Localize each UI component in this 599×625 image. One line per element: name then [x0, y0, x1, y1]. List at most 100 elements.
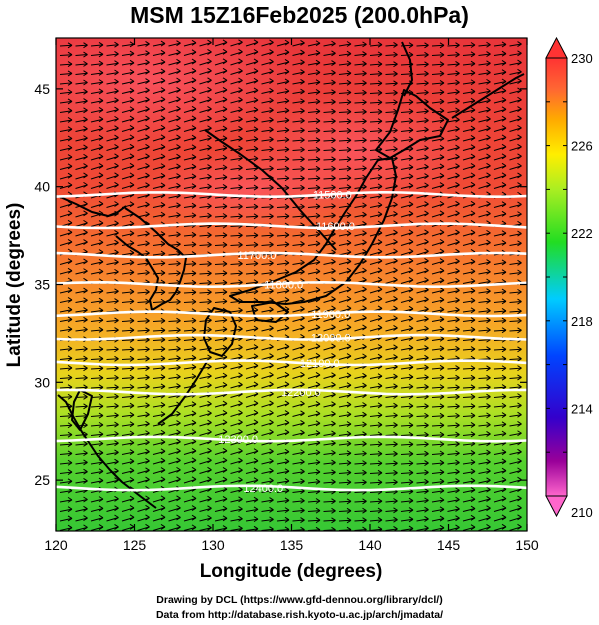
wind-arrow: [106, 393, 119, 400]
wind-arrow: [214, 307, 228, 314]
wind-arrow: [199, 106, 212, 113]
wind-arrow: [354, 51, 367, 58]
wind-arrow: [168, 383, 181, 389]
wind-arrow: [183, 382, 197, 389]
wind-arrow: [90, 431, 104, 438]
wind-arrow: [137, 430, 150, 437]
wind-arrow: [307, 315, 321, 322]
colorbar-tick-label: 222: [571, 226, 593, 241]
wind-arrow: [431, 326, 445, 332]
wind-arrow: [121, 346, 135, 353]
wind-arrow: [168, 68, 181, 75]
wind-arrow: [137, 134, 150, 142]
wind-arrow: [199, 410, 212, 417]
wind-arrow: [230, 77, 243, 85]
wind-arrow: [199, 241, 212, 248]
wind-arrow: [509, 514, 522, 522]
wind-arrow: [137, 523, 150, 531]
wind-arrow: [59, 345, 73, 352]
wind-arrow: [90, 200, 104, 208]
wind-arrow: [493, 477, 507, 484]
wind-arrow: [168, 134, 181, 142]
wind-arrow: [168, 438, 181, 446]
wind-arrow: [245, 428, 259, 436]
wind-arrow: [323, 108, 336, 115]
wind-arrow: [478, 51, 491, 57]
wind-arrow: [385, 229, 398, 237]
wind-arrow: [509, 374, 522, 381]
wind-arrow: [261, 184, 274, 191]
wind-arrow: [137, 106, 150, 113]
wind-arrow: [478, 412, 491, 419]
wind-arrow: [338, 60, 352, 67]
wind-arrow: [59, 393, 73, 400]
wind-arrow: [509, 106, 522, 113]
wind-arrow: [369, 286, 383, 294]
wind-arrow: [106, 298, 119, 304]
wind-arrow: [431, 422, 445, 429]
wind-arrow: [152, 383, 166, 390]
wind-arrow: [354, 183, 367, 190]
wind-arrow: [152, 96, 166, 104]
wind-arrow: [431, 200, 445, 208]
wind-arrow: [385, 155, 398, 162]
wind-arrow: [431, 61, 445, 68]
wind-arrow: [230, 58, 243, 66]
wind-arrow: [478, 421, 491, 428]
wind-arrow: [478, 69, 491, 76]
wind-arrow: [307, 240, 321, 247]
wind-arrow: [431, 403, 445, 410]
wind-arrow: [369, 353, 383, 360]
wind-arrow: [75, 258, 88, 265]
wind-arrow: [354, 60, 367, 67]
wind-arrow: [168, 124, 181, 132]
wind-arrow: [183, 505, 197, 512]
wind-arrow: [137, 495, 150, 503]
wind-arrow: [261, 497, 274, 503]
wind-arrow: [509, 115, 522, 123]
wind-arrow: [369, 211, 383, 218]
wind-arrow: [462, 70, 476, 76]
wind-arrow: [431, 70, 445, 77]
wind-arrow: [292, 268, 305, 275]
wind-arrow: [106, 172, 119, 180]
wind-arrow: [385, 42, 398, 48]
wind-arrow: [168, 144, 181, 151]
wind-arrow: [447, 144, 460, 151]
wind-arrow: [183, 447, 197, 455]
wind-arrow: [152, 364, 166, 371]
wind-arrow: [416, 469, 429, 476]
wind-arrow: [478, 106, 491, 113]
wind-arrow: [75, 51, 88, 58]
wind-arrow: [245, 48, 259, 56]
wind-arrow: [214, 400, 228, 408]
wind-arrow: [431, 459, 445, 466]
wind-arrow: [462, 153, 476, 161]
wind-arrow: [199, 232, 212, 238]
x-tick-label: 125: [123, 537, 147, 553]
wind-arrow: [152, 68, 166, 75]
wind-arrow: [106, 384, 119, 391]
wind-arrow: [369, 146, 383, 153]
wind-arrow: [137, 383, 150, 390]
wind-arrow: [478, 458, 491, 465]
wind-arrow: [307, 146, 321, 153]
colorbar: 210 214 218 222 226 230: [545, 36, 593, 520]
wind-arrow: [385, 402, 398, 409]
wind-arrow: [75, 440, 88, 447]
wind-arrow: [447, 365, 460, 372]
wind-arrow: [416, 431, 429, 438]
contour-label: 11500.0: [313, 190, 352, 202]
wind-arrow: [493, 134, 507, 142]
wind-arrow: [478, 162, 491, 170]
wind-arrow: [307, 381, 321, 389]
wind-arrow: [276, 324, 290, 332]
wind-arrow: [385, 183, 398, 190]
wind-arrow: [400, 296, 414, 303]
wind-arrow: [137, 50, 150, 57]
wind-arrow: [369, 267, 383, 275]
wind-arrow: [90, 505, 104, 512]
wind-arrow: [106, 134, 119, 142]
wind-arrow: [121, 134, 135, 142]
wind-arrow: [447, 200, 460, 208]
